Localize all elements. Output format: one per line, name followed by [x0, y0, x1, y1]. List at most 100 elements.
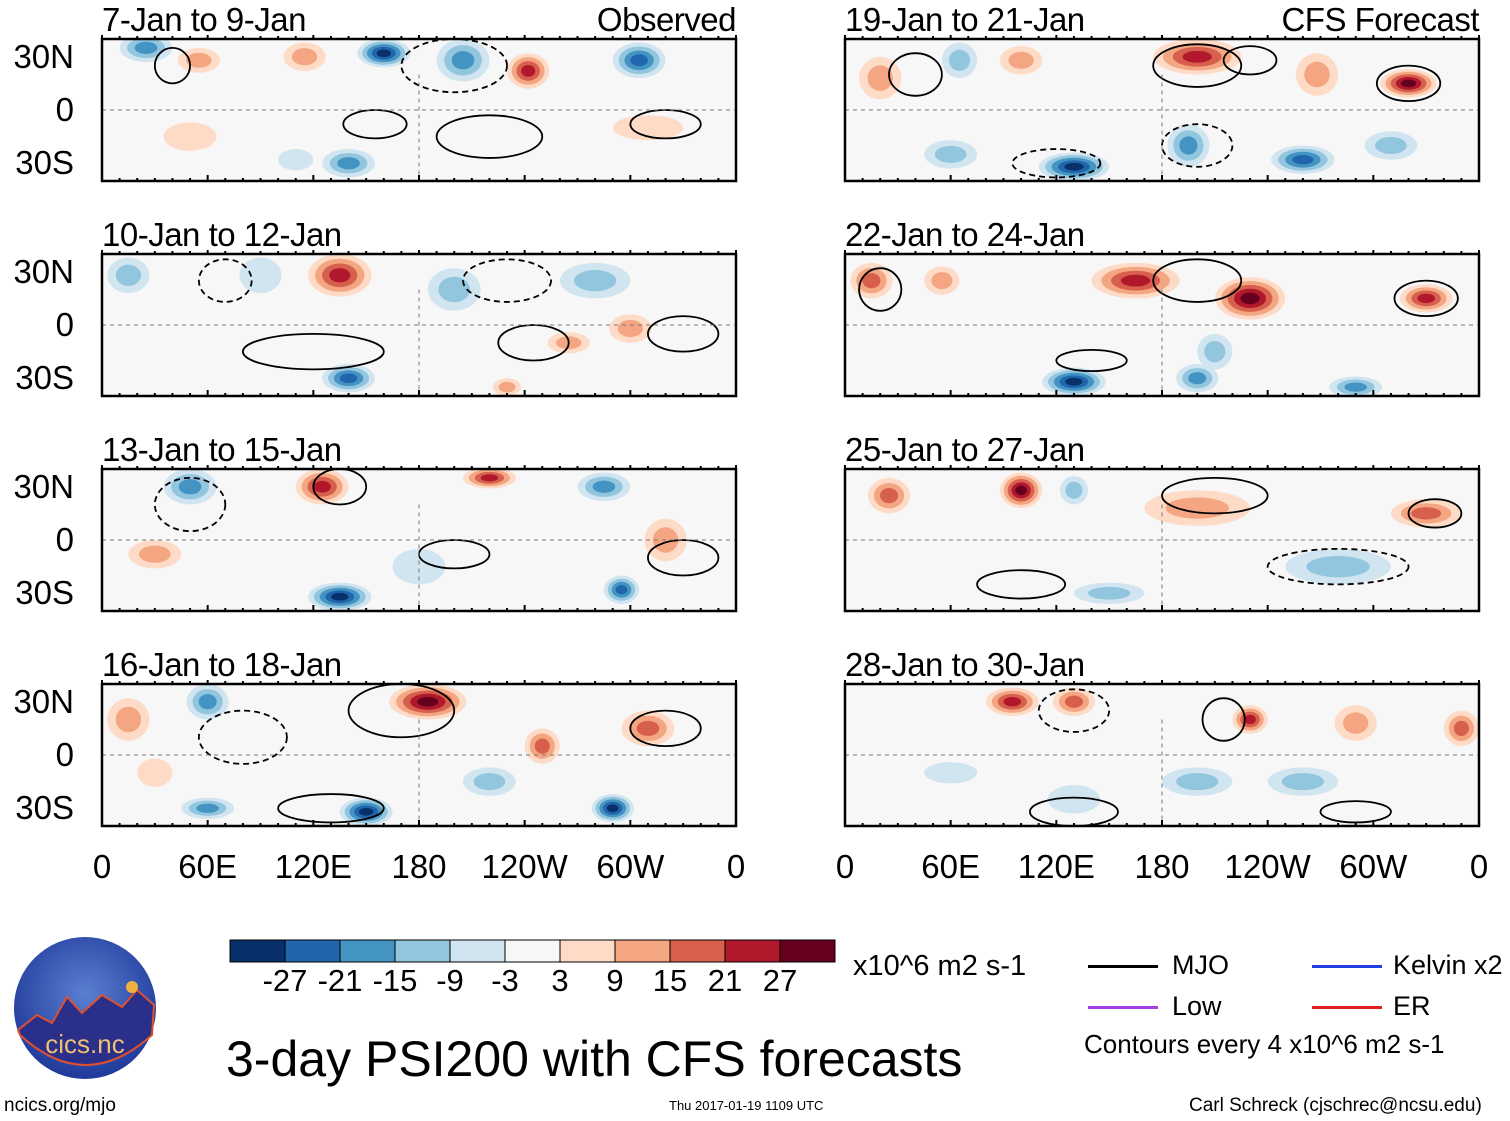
anomaly-shading: [329, 268, 351, 283]
contour-note: Contours every 4 x10^6 m2 s-1: [1084, 1029, 1445, 1059]
lat-tick-label: 0: [55, 91, 74, 128]
lon-tick-label: 60E: [921, 848, 981, 885]
legend-er-line: [1312, 1006, 1382, 1009]
mjo-contour: [153, 46, 191, 85]
lon-tick-label: 60W: [596, 848, 665, 885]
anomaly-shading: [1375, 136, 1407, 155]
map-panel: [100, 680, 738, 828]
anomaly-shading: [1453, 720, 1469, 736]
panel-tag: CFS Forecast: [1281, 1, 1479, 38]
anomaly-shading: [198, 694, 217, 710]
colorbar-tick-label: 9: [606, 963, 624, 998]
panel-title: 19-Jan to 21-Jan: [845, 1, 1085, 38]
mjo-contour: [647, 539, 720, 577]
colorbar-bin: [449, 939, 506, 963]
anomaly-shading: [1064, 162, 1084, 171]
anomaly-shading: [337, 157, 360, 170]
anomaly-shading: [931, 272, 953, 290]
mjo-contour: [1161, 123, 1234, 168]
anomaly-shading: [278, 149, 314, 171]
anomaly-shading: [573, 269, 617, 292]
panel-title: 10-Jan to 12-Jan: [102, 216, 342, 253]
legend-mjo-label: MJO: [1172, 950, 1229, 980]
lat-tick-label: 30N: [13, 467, 74, 505]
colorbar-tick-label: 27: [762, 963, 798, 998]
anomaly-shading: [1292, 154, 1314, 165]
anomaly-shading: [615, 584, 628, 595]
anomaly-shading: [376, 49, 391, 58]
map-panel: [843, 680, 1481, 828]
footer-url: ncics.org/mjo: [4, 1095, 116, 1116]
mjo-contour: [497, 324, 570, 362]
lon-tick-label: 180: [1134, 848, 1190, 885]
mjo-contour: [1407, 498, 1463, 529]
anomaly-shading: [178, 479, 202, 495]
colorbar-bin: [559, 939, 616, 963]
lon-tick-label: 0: [1469, 848, 1489, 885]
legend-mjo-line: [1088, 965, 1158, 968]
anomaly-shading: [291, 48, 318, 66]
anomaly-shading: [451, 51, 475, 70]
colorbar-tick-label: -3: [491, 963, 519, 998]
anomaly-shading: [1065, 377, 1083, 386]
anomaly-shading: [392, 548, 446, 585]
mjo-contour: [976, 569, 1067, 600]
anomaly-shading: [115, 706, 142, 733]
logo-text: cics.nc: [45, 1029, 124, 1059]
footer-author: Carl Schreck (cjschrec@ncsu.edu): [1189, 1095, 1482, 1116]
units-label: x10^6 m2 s-1: [853, 950, 1027, 982]
anomaly-shading: [879, 488, 899, 504]
anomaly-shading: [1065, 481, 1083, 499]
anomaly-shading: [1244, 714, 1256, 725]
legend-er-label: ER: [1393, 991, 1431, 1021]
anomaly-shading: [1182, 50, 1212, 63]
anomaly-shading: [934, 145, 967, 163]
anomaly-shading: [480, 474, 499, 482]
lat-tick-label: 30S: [15, 574, 74, 612]
mjo-contour: [629, 709, 702, 748]
anomaly-shading: [1008, 51, 1034, 69]
colorbar-tick-label: -9: [436, 963, 464, 998]
anomaly-shading: [862, 273, 881, 289]
anomaly-shading: [1344, 382, 1368, 392]
colorbar-tick-label: -15: [372, 963, 418, 998]
mjo-contour: [1152, 43, 1243, 88]
mjo-contour: [1037, 688, 1111, 733]
lon-tick-label: 120E: [1017, 848, 1095, 885]
anomaly-shading: [1179, 136, 1198, 155]
anomaly-shading: [331, 592, 349, 601]
anomaly-shading: [163, 122, 217, 151]
mjo-contour: [1222, 45, 1278, 76]
panel-title: 28-Jan to 30-Jan: [845, 646, 1085, 683]
colorbar-tick-label: -27: [262, 963, 308, 998]
anomaly-shading: [134, 41, 158, 54]
anomaly-shading: [867, 65, 893, 91]
anomaly-shading: [1015, 485, 1027, 496]
panel-title: 22-Jan to 24-Jan: [845, 216, 1085, 253]
lon-tick-label: 120W: [1224, 848, 1311, 885]
anomaly-shading: [1176, 773, 1219, 791]
cics-logo: cics.nc: [14, 937, 156, 1079]
anomaly-shading: [924, 762, 978, 784]
colorbar-bin: [779, 939, 836, 963]
anomaly-shading: [1240, 292, 1260, 305]
mjo-contour: [197, 709, 288, 765]
lat-tick-label: 30S: [15, 789, 74, 827]
lon-tick-label: 180: [391, 848, 447, 885]
mjo-contour: [1055, 348, 1128, 373]
legend-low-line: [1088, 1006, 1158, 1009]
anomaly-shading: [1411, 507, 1442, 520]
lon-tick-label: 120W: [481, 848, 568, 885]
lat-tick-label: 30S: [15, 144, 74, 182]
anomaly-shading: [196, 803, 219, 813]
panel-title: 13-Jan to 15-Jan: [102, 431, 342, 468]
legend-kelvin-line: [1312, 965, 1382, 968]
panel-title: 16-Jan to 18-Jan: [102, 646, 342, 683]
anomaly-shading: [417, 696, 439, 707]
colorbar-bin: [504, 939, 561, 963]
anomaly-shading: [358, 807, 374, 816]
colorbar-tick-label: 15: [652, 963, 688, 998]
anomaly-shading: [1306, 555, 1370, 578]
mjo-contour: [277, 793, 385, 824]
mjo-contour: [312, 469, 368, 506]
